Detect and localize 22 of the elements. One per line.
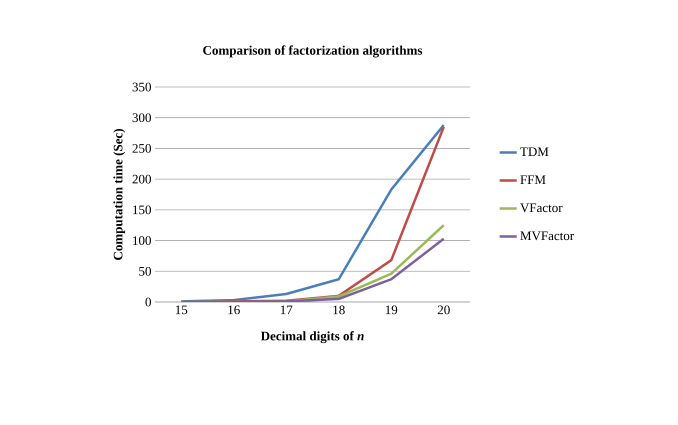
legend-label: TDM — [520, 147, 548, 156]
y-tick-label: 0 — [145, 298, 151, 306]
y-tick-label: 150 — [133, 205, 151, 214]
y-tick-label: 350 — [132, 82, 151, 92]
chart-title: Comparison of factorization algorithms — [203, 45, 422, 58]
y-tick-label: 50 — [139, 266, 151, 276]
x-axis-title: Decimal digits of n — [260, 331, 364, 344]
y-tick-label: 100 — [133, 236, 151, 245]
x-tick-label: 19 — [386, 306, 398, 314]
y-axis-title: Computation time (Sec) — [113, 128, 126, 260]
x-tick-label: 16 — [228, 306, 240, 314]
legend-label: FFM — [520, 175, 546, 184]
line-series — [180, 237, 445, 302]
x-tick-label: 18 — [333, 306, 345, 314]
legend-label: MVFactor — [520, 232, 574, 240]
y-tick-label: 200 — [132, 174, 151, 184]
y-tick-label: 250 — [132, 144, 151, 153]
x-tick-label: 20 — [438, 306, 450, 314]
y-tick-label: 300 — [132, 113, 151, 122]
legend-label: VFactor — [520, 203, 562, 212]
x-tick-label: 17 — [280, 306, 292, 314]
x-tick-label: 15 — [176, 306, 188, 314]
